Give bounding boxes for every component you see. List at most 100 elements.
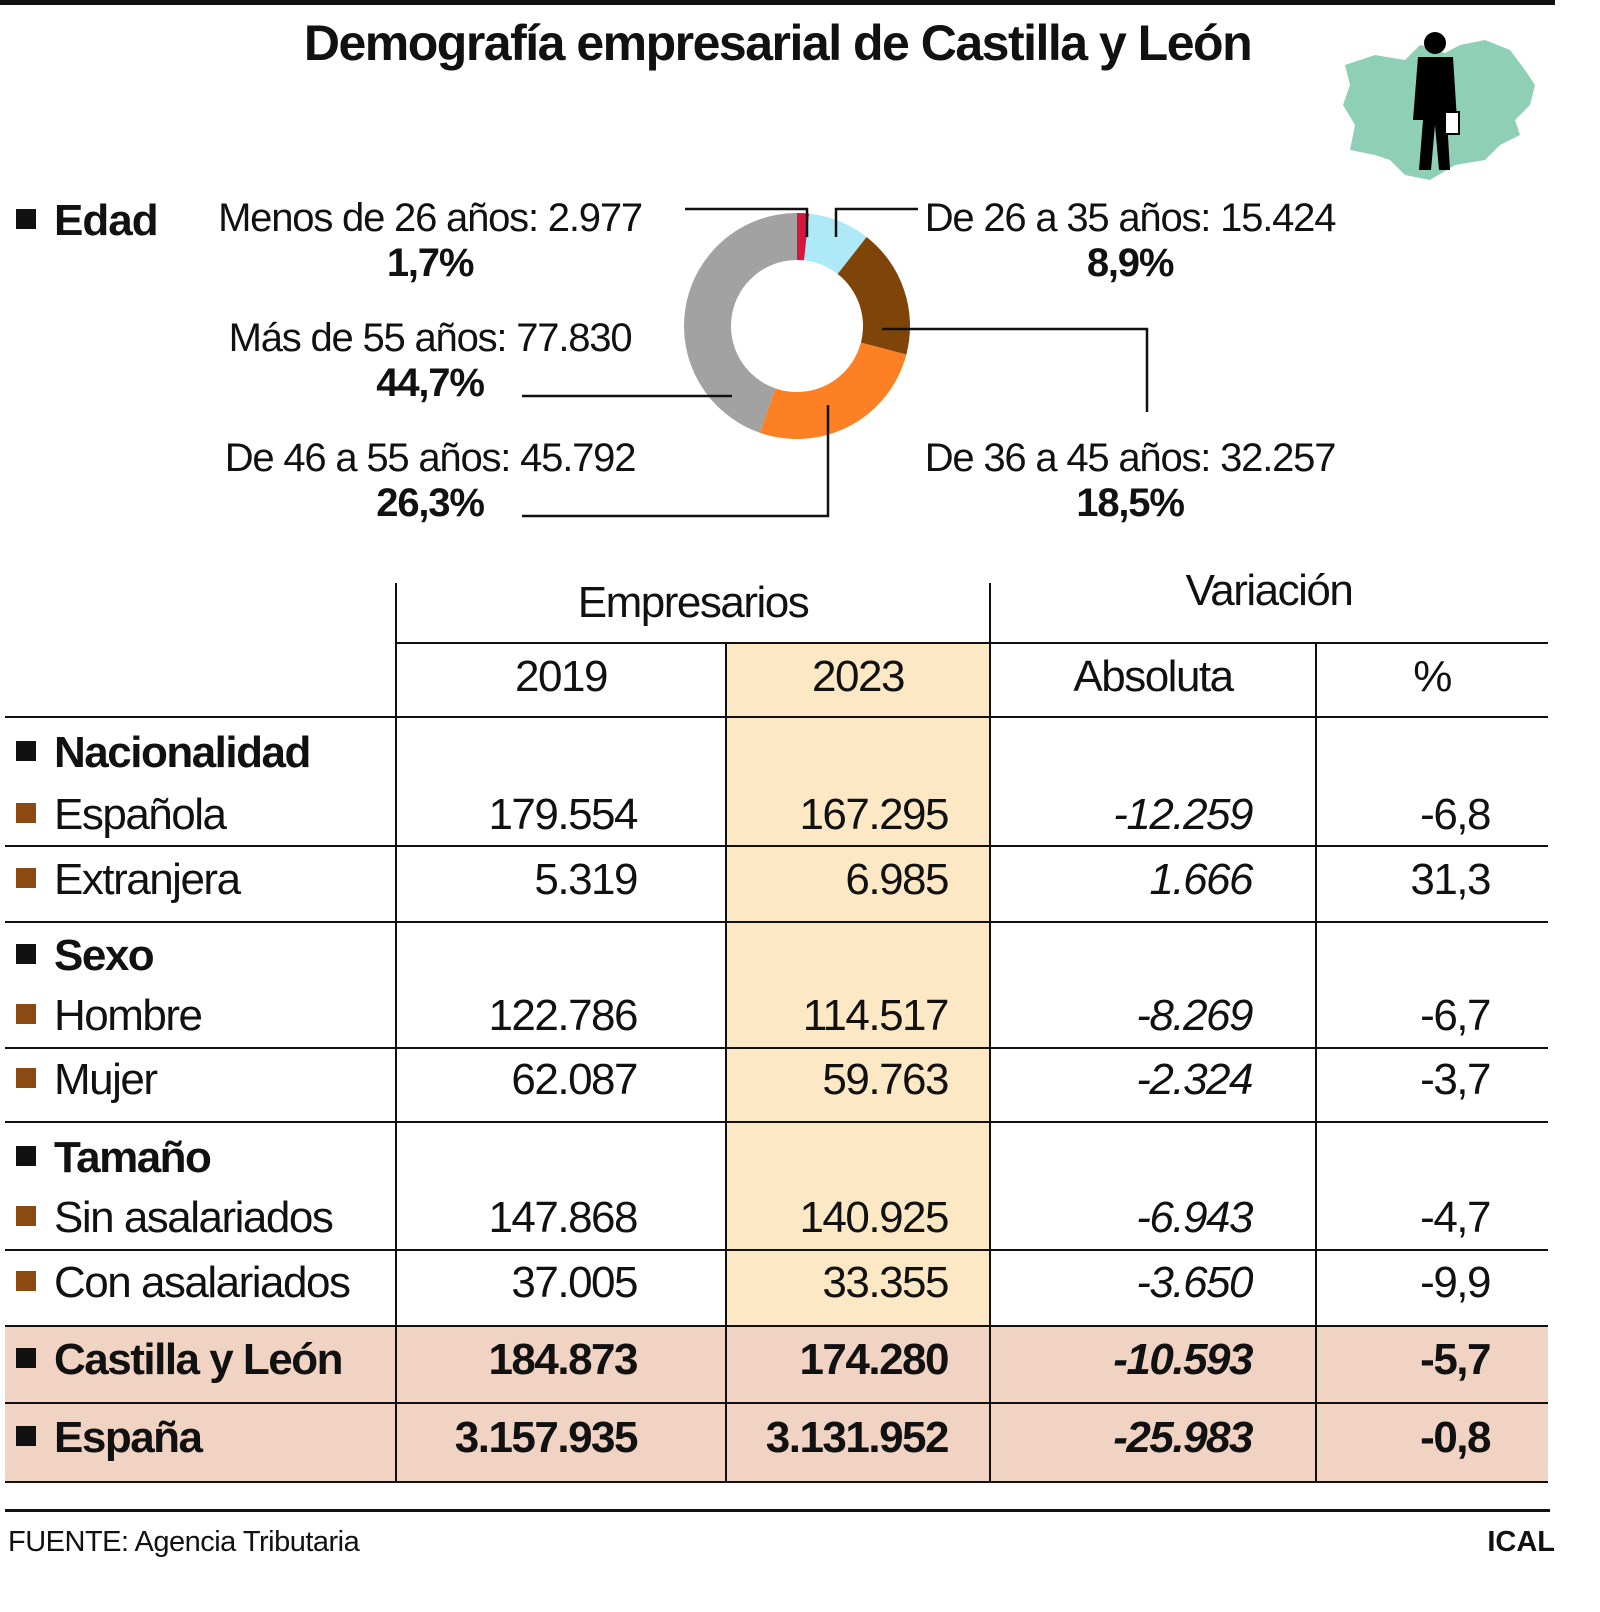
age-donut-chart <box>522 207 1149 518</box>
row-label: Extranjera <box>16 855 241 905</box>
cell-2023: 6.985 <box>845 855 949 904</box>
source-note: FUENTE: Agencia Tributaria <box>8 1526 360 1558</box>
row-rule <box>5 1325 1548 1327</box>
cell-pct: -3,7 <box>1420 1055 1491 1104</box>
slice-pct: 18,5% <box>1076 481 1185 525</box>
cell-2019: 122.786 <box>488 991 638 1040</box>
cell-pct: -6,8 <box>1420 790 1491 839</box>
cell-2023: 3.131.952 <box>765 1413 950 1462</box>
row-label: España <box>16 1413 203 1463</box>
donut-slice-1 <box>804 213 867 274</box>
row-rule <box>5 1047 1548 1049</box>
slice-label-text: De 26 a 35 años: 15.424 <box>924 196 1337 240</box>
slice-label-1: De 26 a 35 años: 15.424 8,9% <box>910 196 1350 286</box>
cell-2019: 3.157.935 <box>454 1413 639 1462</box>
row-rule <box>5 1481 1548 1483</box>
row-label: Nacionalidad <box>16 728 311 778</box>
leader-line-1 <box>834 207 918 237</box>
cell-absoluta: -2.324 <box>1136 1055 1253 1104</box>
bullet-square <box>16 803 36 824</box>
cell-2023: 59.763 <box>822 1055 949 1104</box>
row-label: Con asalariados <box>16 1258 351 1308</box>
cell-2023: 140.925 <box>799 1193 949 1242</box>
column-header-3: % <box>1413 652 1452 701</box>
header-rule <box>396 642 1548 644</box>
slice-pct: 44,7% <box>376 361 485 405</box>
cell-2019: 184.873 <box>488 1335 638 1384</box>
cell-pct: -4,7 <box>1420 1193 1491 1242</box>
row-label-text: Sexo <box>54 931 155 980</box>
top-rule <box>0 0 1555 5</box>
leader-line-2 <box>882 327 1149 412</box>
row-label: Mujer <box>16 1055 158 1105</box>
slice-pct: 26,3% <box>376 481 485 525</box>
column-header-1: 2023 <box>812 652 905 701</box>
slice-label-text: De 36 a 45 años: 32.257 <box>924 436 1337 480</box>
slice-label-text: De 46 a 55 años: 45.792 <box>224 436 637 480</box>
cell-2023: 174.280 <box>799 1335 949 1384</box>
castilla-leon-businessman-illustration <box>1343 32 1535 180</box>
bullet-square <box>16 1004 36 1025</box>
bullet-square <box>16 1426 36 1447</box>
cell-2019: 5.319 <box>534 855 638 904</box>
cell-2019: 179.554 <box>488 790 638 839</box>
donut-slice-4 <box>684 212 797 433</box>
row-label: Sexo <box>16 931 155 981</box>
row-label-text: Con asalariados <box>54 1258 351 1307</box>
row-label: Española <box>16 790 227 840</box>
cell-2023: 167.295 <box>799 790 949 839</box>
column-divider <box>395 583 397 1483</box>
cell-pct: 31,3 <box>1410 855 1491 904</box>
column-header-2: Absoluta <box>1073 652 1234 701</box>
bullet-square <box>16 741 36 762</box>
cell-absoluta: -25.983 <box>1113 1413 1253 1462</box>
column-header-0: 2019 <box>515 652 608 701</box>
bullet-square <box>16 1146 36 1167</box>
row-label-text: Hombre <box>54 991 203 1040</box>
cell-pct: -0,8 <box>1420 1413 1491 1462</box>
cell-2019: 37.005 <box>511 1258 638 1307</box>
row-label: Hombre <box>16 991 203 1041</box>
row-rule <box>5 1402 1548 1404</box>
row-label-text: España <box>54 1413 203 1462</box>
group-header-empresarios: Empresarios <box>577 578 810 627</box>
row-rule <box>5 1249 1548 1251</box>
row-label-text: Castilla y León <box>54 1335 344 1384</box>
footer-rule <box>5 1509 1550 1512</box>
cell-2019: 62.087 <box>511 1055 638 1104</box>
bullet-square <box>16 1348 36 1369</box>
row-rule <box>5 1121 1548 1123</box>
row-rule <box>5 845 1548 847</box>
row-label: Sin asalariados <box>16 1193 334 1243</box>
row-label-text: Mujer <box>54 1055 158 1104</box>
edad-label: Edad <box>54 196 159 245</box>
row-label-text: Tamaño <box>54 1133 212 1182</box>
column-divider <box>1315 644 1317 1481</box>
cell-absoluta: -6.943 <box>1136 1193 1253 1242</box>
row-label: Castilla y León <box>16 1335 344 1385</box>
cell-absoluta: -10.593 <box>1113 1335 1253 1384</box>
slice-label-4: Más de 55 años: 77.830 44,7% <box>210 316 650 406</box>
cell-pct: -9,9 <box>1420 1258 1491 1307</box>
row-label-text: Nacionalidad <box>54 728 311 777</box>
slice-label-0: Menos de 26 años: 2.977 1,7% <box>210 196 650 286</box>
group-header-variacion: Variación <box>1185 566 1354 615</box>
bullet-square <box>16 209 36 230</box>
slice-label-text: Más de 55 años: 77.830 <box>228 316 633 360</box>
row-rule <box>5 921 1548 923</box>
leader-line-0 <box>685 207 809 237</box>
row-label-text: Española <box>54 790 227 839</box>
slice-label-3: De 46 a 55 años: 45.792 26,3% <box>210 436 650 526</box>
row-label: Tamaño <box>16 1133 212 1183</box>
cell-absoluta: -8.269 <box>1136 991 1253 1040</box>
bullet-square <box>16 944 36 965</box>
bullet-square <box>16 868 36 889</box>
donut-slice-3 <box>759 342 907 439</box>
cell-2019: 147.868 <box>488 1193 638 1242</box>
header-rule <box>5 716 1548 718</box>
brand-label: ICAL <box>1487 1526 1555 1558</box>
cell-absoluta: -3.650 <box>1136 1258 1253 1307</box>
bullet-square <box>16 1271 36 1292</box>
column-2023-highlight <box>726 644 990 1326</box>
row-label-text: Sin asalariados <box>54 1193 334 1242</box>
